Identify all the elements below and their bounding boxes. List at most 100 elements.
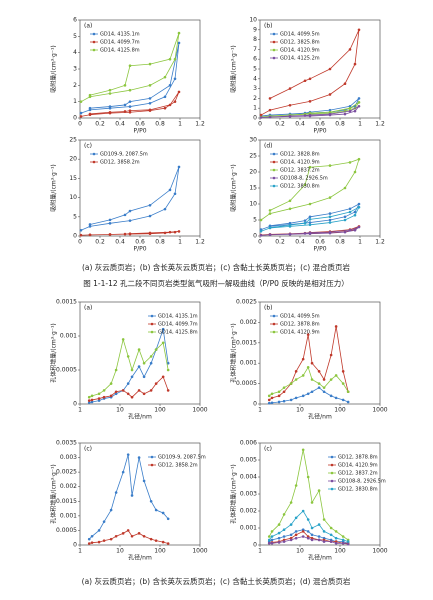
data-point (97, 397, 101, 400)
legend-marker (272, 330, 276, 334)
data-point (123, 84, 127, 87)
data-point (306, 475, 310, 479)
data-point (128, 209, 132, 213)
y-tick-label: 3 (73, 66, 77, 73)
data-point (282, 535, 286, 538)
y-tick-label: 5 (73, 33, 77, 40)
data-point (97, 540, 101, 544)
data-point (87, 537, 91, 541)
data-point (268, 97, 272, 100)
data-point (328, 67, 332, 71)
data-point (166, 389, 170, 392)
legend-label: GD14, 4099.7m (158, 322, 198, 328)
y-tick-label: 10 (69, 194, 77, 201)
data-point (121, 389, 125, 392)
data-point (90, 541, 94, 544)
data-point (270, 530, 274, 533)
legend-label: GD12, 3837.2m (280, 168, 320, 174)
data-point (282, 540, 286, 543)
x-tick-label: 1 (178, 239, 182, 246)
panel-label: (d) (264, 143, 273, 150)
data-point (310, 526, 314, 530)
series-line (260, 158, 360, 221)
legend-label: GD14, 4125.8m (100, 48, 140, 54)
data-point (90, 394, 94, 398)
data-point (259, 229, 263, 233)
data-point (288, 103, 292, 107)
legend-marker (330, 463, 334, 467)
data-point (168, 230, 172, 234)
data-point (173, 57, 177, 61)
data-point (306, 365, 310, 369)
x-tick-label: 1 (78, 407, 82, 414)
data-point (142, 361, 146, 365)
data-point (306, 536, 310, 540)
data-point (288, 223, 292, 227)
figure-title: 图 1-1-12 孔二段不同页岩类型氮气吸附—解吸曲线（P/P0 反映的是相对压… (83, 278, 349, 288)
series-line (268, 326, 349, 401)
data-point (108, 233, 112, 236)
data-point (353, 62, 357, 66)
data-point (317, 489, 321, 492)
data-point (270, 538, 274, 542)
data-point (346, 542, 350, 546)
y-tick-label: 0.002 (240, 319, 257, 326)
y-axis-label: 孔体积增量/(cm³·g⁻¹) (50, 464, 58, 524)
legend-marker (330, 487, 334, 491)
legend-label: GD14, 4120.9m (280, 48, 320, 54)
data-point (357, 202, 361, 206)
y-tick-label: 0.0005 (236, 380, 257, 387)
data-point (102, 520, 106, 523)
x-tick-label: 1.2 (375, 121, 385, 128)
x-tick-label: 0 (78, 239, 82, 246)
y-axis-label: 孔体积增量/(cm³·g⁻¹) (230, 464, 238, 524)
data-point (346, 400, 350, 404)
data-point (148, 203, 152, 207)
data-point (149, 389, 153, 392)
x-tick-label: 1 (78, 548, 82, 555)
data-point (148, 108, 152, 112)
data-point (306, 518, 310, 521)
data-point (277, 523, 281, 526)
data-point (97, 392, 101, 396)
legend-label: GD14, 4135.1m (158, 314, 198, 320)
data-point (148, 97, 152, 100)
x-tick-label: 10 (296, 548, 304, 555)
data-point (277, 536, 281, 540)
data-point (268, 212, 272, 215)
data-point (163, 75, 167, 79)
data-point (88, 233, 92, 237)
legend-label: GD14, 4135.1m (100, 32, 140, 38)
y-tick-label: 0.001 (60, 512, 77, 519)
data-point (308, 165, 312, 169)
data-point (149, 355, 153, 358)
legend-marker (150, 330, 154, 334)
x-tick-label: 0.6 (135, 239, 145, 246)
data-point (121, 338, 125, 341)
data-point (329, 533, 333, 537)
data-point (123, 103, 127, 107)
data-point (328, 196, 332, 199)
legend-label: GD12, 3858.2m (100, 160, 140, 166)
legend-marker (92, 40, 96, 44)
data-point (334, 530, 338, 533)
data-point (328, 164, 332, 167)
data-point (102, 539, 106, 542)
panel-label: (c) (84, 143, 92, 150)
y-tick-label: 0.002 (240, 508, 257, 515)
x-tick-label: 0.6 (135, 121, 145, 128)
data-point (341, 370, 345, 373)
x-tick-label: 0.8 (155, 239, 165, 246)
data-point (357, 157, 361, 161)
data-point (353, 170, 357, 174)
data-point (267, 535, 271, 538)
data-point (87, 401, 91, 404)
data-point (346, 390, 350, 394)
data-point (173, 192, 177, 196)
x-tick-label: 0.6 (315, 121, 325, 128)
x-axis-label: 孔径/nm (308, 554, 332, 562)
x-axis-label: P/P0 (133, 128, 146, 135)
data-point (303, 79, 307, 83)
data-point (328, 108, 332, 112)
data-point (268, 224, 272, 228)
